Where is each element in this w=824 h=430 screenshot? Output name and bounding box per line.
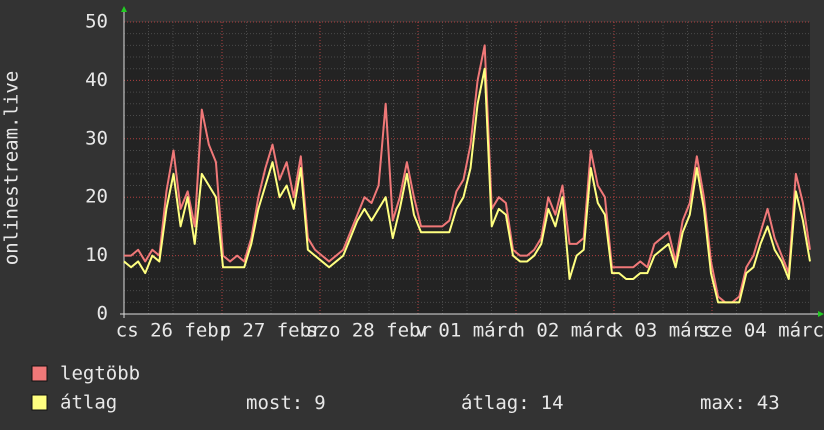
stat-label: max:	[700, 392, 746, 414]
stat-label: most:	[246, 392, 303, 414]
x-tick-label: p 27 febr	[220, 320, 323, 342]
axis-arrow	[818, 311, 824, 317]
legend-label: átlag	[60, 392, 117, 414]
stat: átlag: 14	[461, 392, 564, 414]
stat-label: átlag:	[461, 392, 530, 414]
stat: max: 43	[700, 392, 780, 414]
stat-value: 43	[757, 392, 780, 414]
series-line	[123, 67, 811, 304]
x-tick-label: h 02 márc	[514, 320, 617, 342]
y-tick-label: 20	[85, 186, 108, 208]
legend-swatch	[31, 365, 48, 382]
y-tick-label: 40	[85, 69, 108, 91]
x-tick-label: v 01 márc	[416, 320, 519, 342]
y-tick-label: 10	[85, 244, 108, 266]
y-axis-label: onlinestream.live	[1, 71, 23, 265]
legend-swatch	[31, 394, 48, 411]
stat: most: 9	[246, 392, 326, 414]
plot-area	[124, 22, 810, 314]
x-tick-label: k 03 márc	[612, 320, 715, 342]
y-tick-label: 0	[97, 303, 108, 325]
stat-value: 14	[541, 392, 564, 414]
axis-arrow	[121, 6, 127, 12]
series-line	[124, 44, 811, 304]
y-tick-label: 30	[85, 127, 108, 149]
stat-value: 9	[314, 392, 325, 414]
x-tick-label: cs 26 febr	[116, 320, 230, 342]
y-tick-label: 50	[85, 11, 108, 33]
legend-label: legtöbb	[60, 363, 140, 385]
x-tick-label: sze 04 márc	[698, 320, 824, 342]
x-tick-label: szo 28 febr	[306, 320, 432, 342]
